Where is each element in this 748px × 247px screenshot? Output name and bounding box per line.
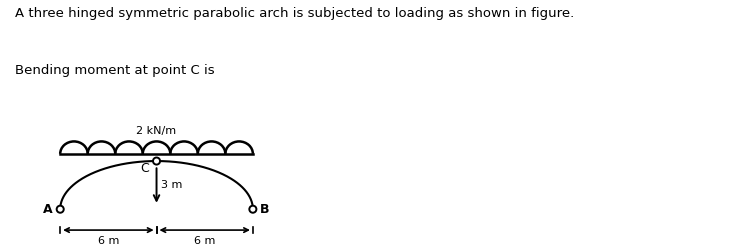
Circle shape <box>57 206 64 213</box>
Circle shape <box>249 206 257 213</box>
Text: B: B <box>260 203 269 216</box>
Text: A three hinged symmetric parabolic arch is subjected to loading as shown in figu: A three hinged symmetric parabolic arch … <box>15 7 574 21</box>
Text: Bending moment at point C is: Bending moment at point C is <box>15 64 215 77</box>
Text: 2 kN/m: 2 kN/m <box>136 126 177 136</box>
Circle shape <box>153 158 160 165</box>
Text: 6 m: 6 m <box>194 236 215 246</box>
Text: 3 m: 3 m <box>161 180 182 190</box>
Text: 6 m: 6 m <box>98 236 119 246</box>
Text: A: A <box>43 203 52 216</box>
Text: C: C <box>140 162 149 175</box>
